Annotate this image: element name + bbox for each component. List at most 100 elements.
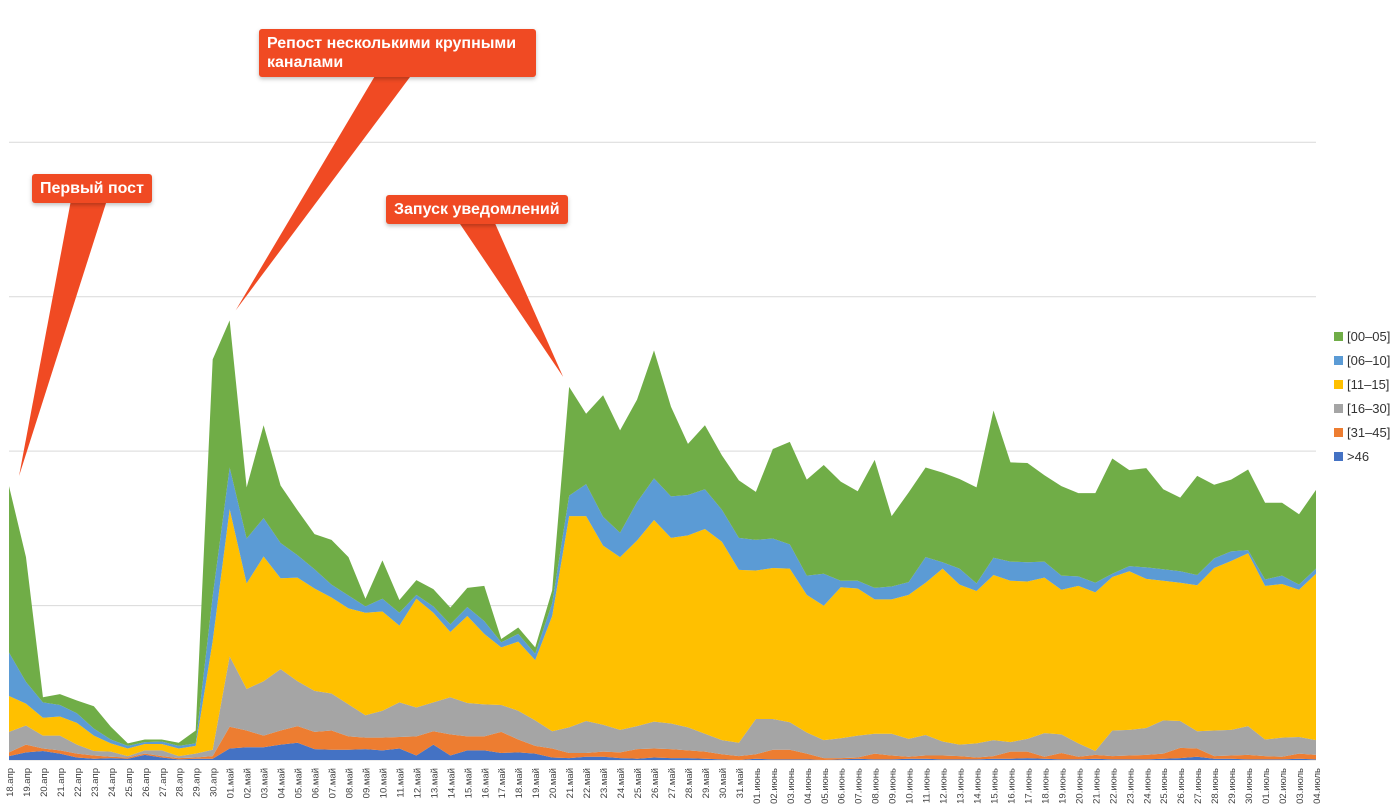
x-tick-label: 30.июнь — [1244, 768, 1255, 804]
legend-swatch — [1334, 427, 1343, 437]
x-tick-label: 16.май — [480, 768, 491, 798]
x-tick-label: 18.апр — [5, 768, 16, 797]
x-tick-label: 24.июнь — [1142, 768, 1153, 804]
x-tick-label: 08.май — [344, 768, 355, 798]
x-tick-label: 12.май — [412, 768, 423, 798]
x-tick-label: 10.май — [378, 768, 389, 798]
x-tick-label: 20.май — [548, 768, 559, 798]
x-tick-label: 29.апр — [192, 768, 203, 797]
x-tick-label: 04.май — [277, 768, 288, 798]
x-tick-label: 08.июнь — [871, 768, 882, 804]
legend-swatch — [1334, 451, 1343, 461]
legend-item: >46 — [1334, 444, 1390, 468]
x-axis-tick-labels: 18.апр 19.апр 20.апр 21.апр 22.апр 23.апр 24.а… — [5, 768, 1323, 804]
x-tick-label: 11.май — [395, 768, 406, 798]
legend-label: [06–10] — [1347, 352, 1391, 368]
legend-label: [11–15] — [1347, 376, 1390, 392]
x-tick-label: 19.июнь — [1057, 768, 1068, 804]
legend-label: [16–30] — [1347, 400, 1391, 416]
x-tick-label: 13.июнь — [956, 768, 967, 804]
x-tick-label: 03.июль — [1295, 768, 1306, 804]
legend-label: [31–45] — [1347, 424, 1391, 440]
x-tick-label: 19.май — [531, 768, 542, 798]
x-tick-label: 28.апр — [175, 768, 186, 797]
x-tick-label: 20.июнь — [1074, 768, 1085, 804]
callout-pointer — [235, 75, 412, 311]
x-tick-label: 03.июнь — [786, 768, 797, 804]
x-tick-label: 07.июнь — [854, 768, 865, 804]
x-tick-label: 16.июнь — [1006, 768, 1017, 804]
legend-item: [11–15] — [1334, 372, 1390, 396]
annotation-callout: Репост несколькими крупными каналами — [259, 29, 536, 77]
callout-pointer — [19, 200, 107, 477]
legend-swatch — [1334, 355, 1343, 365]
x-tick-label: 02.май — [243, 768, 254, 798]
x-tick-label: 23.апр — [90, 768, 101, 797]
legend-swatch — [1334, 331, 1343, 341]
x-tick-label: 05.май — [294, 768, 305, 798]
x-tick-label: 25.май — [633, 768, 644, 798]
x-tick-label: 04.июнь — [803, 768, 814, 804]
x-tick-label: 26.апр — [141, 768, 152, 797]
legend-swatch — [1334, 403, 1343, 413]
callout-pointer — [458, 221, 564, 377]
x-tick-label: 26.июнь — [1176, 768, 1187, 804]
area-series-00-05 — [9, 320, 1316, 746]
x-tick-label: 01.июнь — [752, 768, 763, 804]
area-series-31-45 — [9, 726, 1316, 760]
legend-swatch — [1334, 379, 1343, 389]
x-tick-label: 29.май — [701, 768, 712, 798]
x-tick-label: 27.май — [667, 768, 678, 798]
callout-pointers — [19, 75, 564, 477]
x-tick-label: 06.июнь — [837, 768, 848, 804]
area-series-16-30 — [9, 656, 1316, 759]
legend-label: >46 — [1347, 448, 1370, 464]
legend-label: [00–05] — [1347, 328, 1391, 344]
area-series-46 — [9, 742, 1316, 760]
x-tick-label: 25.июнь — [1159, 768, 1170, 804]
x-tick-label: 01.июль — [1261, 768, 1272, 804]
x-tick-label: 17.июнь — [1023, 768, 1034, 804]
x-tick-label: 01.май — [226, 768, 237, 798]
x-tick-label: 14.июнь — [973, 768, 984, 804]
x-tick-label: 21.июнь — [1091, 768, 1102, 804]
x-tick-label: 07.май — [328, 768, 339, 798]
legend-item: [16–30] — [1334, 396, 1390, 420]
x-tick-label: 20.апр — [39, 768, 50, 797]
x-tick-label: 21.апр — [56, 768, 67, 797]
x-tick-label: 22.апр — [73, 768, 84, 797]
x-tick-label: 24.апр — [107, 768, 118, 797]
x-tick-label: 28.июнь — [1210, 768, 1221, 804]
x-tick-label: 23.май — [599, 768, 610, 798]
x-tick-label: 31.май — [735, 768, 746, 798]
x-tick-label: 03.май — [260, 768, 271, 798]
x-tick-label: 27.июнь — [1193, 768, 1204, 804]
x-tick-label: 05.июнь — [820, 768, 831, 804]
x-tick-label: 12.июнь — [939, 768, 950, 804]
x-tick-label: 09.июнь — [888, 768, 899, 804]
x-tick-label: 09.май — [361, 768, 372, 798]
x-tick-label: 22.июнь — [1108, 768, 1119, 804]
x-tick-label: 18.июнь — [1040, 768, 1051, 804]
x-tick-label: 30.апр — [209, 768, 220, 797]
x-tick-label: 30.май — [718, 768, 729, 798]
x-tick-label: 18.май — [514, 768, 525, 798]
area-series-11-15 — [9, 509, 1316, 757]
x-tick-label: 28.май — [684, 768, 695, 798]
x-tick-label: 02.июнь — [769, 768, 780, 804]
annotation-callout: Запуск уведомлений — [386, 195, 568, 224]
x-tick-label: 06.май — [311, 768, 322, 798]
legend-item: [31–45] — [1334, 420, 1390, 444]
x-tick-label: 13.май — [429, 768, 440, 798]
x-tick-label: 26.май — [650, 768, 661, 798]
x-tick-label: 29.июнь — [1227, 768, 1238, 804]
x-tick-label: 19.апр — [22, 768, 33, 797]
x-tick-label: 24.май — [616, 768, 627, 798]
x-tick-label: 10.июнь — [905, 768, 916, 804]
area-series-06-10 — [9, 467, 1316, 749]
x-tick-label: 15.май — [463, 768, 474, 798]
x-tick-label: 25.апр — [124, 768, 135, 797]
x-tick-label: 21.май — [565, 768, 576, 798]
x-tick-label: 23.июнь — [1125, 768, 1136, 804]
